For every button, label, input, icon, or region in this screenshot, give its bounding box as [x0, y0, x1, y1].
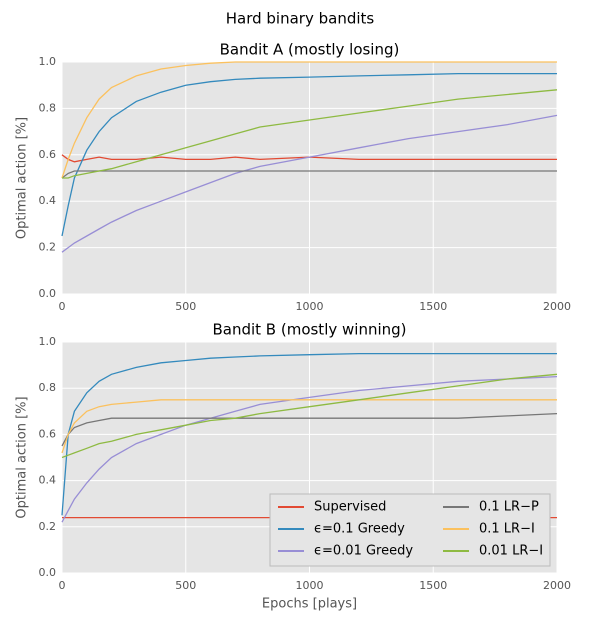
legend-label: Supervised: [314, 500, 386, 515]
x-tick-label: 0: [59, 579, 66, 592]
y-tick-label: 0.6: [39, 427, 57, 440]
series-line: [61, 375, 558, 523]
y-axis-label: Optimal action [%]: [15, 117, 30, 239]
x-tick-label: 500: [175, 300, 196, 313]
series-line: [61, 170, 557, 179]
legend-label: 0.1 LR−I: [479, 522, 535, 537]
series-line: [61, 61, 557, 179]
series-line: [62, 89, 558, 179]
x-tick-label: 1000: [296, 300, 324, 313]
legend-label: 0.01 LR−I: [479, 544, 543, 559]
y-tick-label: 0.0: [39, 566, 57, 579]
x-tick-label: 0: [59, 300, 66, 313]
y-tick-label: 0.2: [39, 241, 57, 254]
figure-title: Hard binary bandits: [226, 10, 375, 28]
y-tick-label: 0.4: [39, 194, 57, 207]
legend-label: ϵ=0.1 Greedy: [314, 522, 405, 537]
y-tick-label: 0.2: [39, 520, 57, 533]
y-axis-label: Optimal action [%]: [15, 396, 30, 518]
y-tick-label: 0.8: [39, 101, 57, 114]
series-line: [61, 412, 558, 447]
legend-label: 0.1 LR−P: [479, 500, 539, 515]
y-tick-label: 1.0: [39, 55, 57, 68]
chart-title: Bandit B (mostly winning): [212, 321, 406, 339]
series-line: [61, 399, 557, 454]
y-tick-label: 0.8: [39, 381, 57, 394]
x-tick-label: 500: [175, 579, 196, 592]
series-line: [61, 352, 557, 516]
series-line: [61, 373, 558, 459]
series-line: [61, 72, 557, 237]
x-tick-label: 2000: [543, 300, 571, 313]
series-line: [61, 154, 557, 163]
y-tick-label: 0.0: [39, 287, 57, 300]
y-tick-label: 0.4: [39, 474, 57, 487]
y-tick-label: 1.0: [39, 335, 57, 348]
series-line: [61, 114, 558, 253]
x-tick-label: 1500: [419, 300, 447, 313]
x-axis-label: Epochs [plays]: [262, 597, 357, 612]
x-tick-label: 2000: [543, 579, 571, 592]
legend-box: [269, 493, 551, 567]
x-tick-label: 1000: [296, 579, 324, 592]
chart-title: Bandit A (mostly losing): [220, 41, 400, 59]
x-tick-label: 1500: [419, 579, 447, 592]
y-tick-label: 0.6: [39, 148, 57, 161]
legend-label: ϵ=0.01 Greedy: [314, 544, 413, 559]
